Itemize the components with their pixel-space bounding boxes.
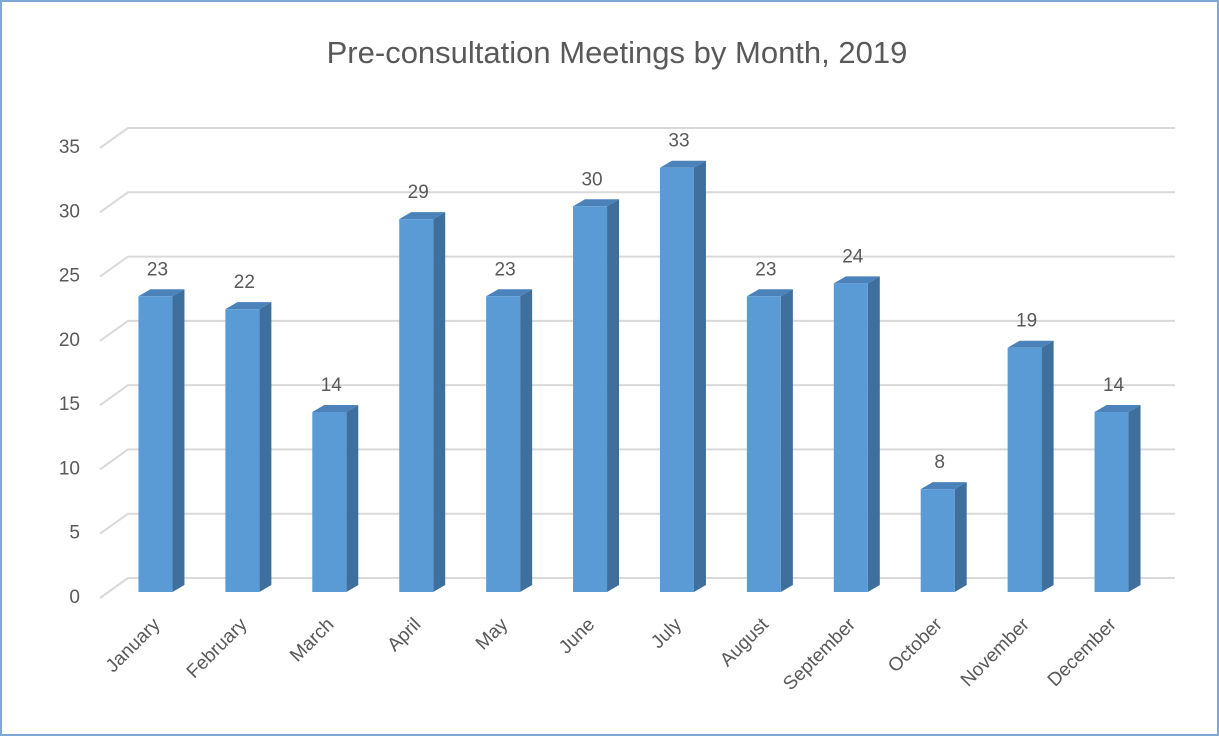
bar <box>486 289 533 592</box>
bar <box>1007 340 1054 592</box>
bar-top <box>659 160 706 168</box>
bar-side <box>780 289 793 592</box>
bar-side <box>607 199 620 593</box>
bar-top <box>573 199 620 207</box>
data-label: 23 <box>755 259 776 280</box>
bar-top <box>399 212 446 220</box>
data-label: 8 <box>934 452 945 473</box>
y-tick-label: 10 <box>59 458 80 479</box>
bar-front <box>225 309 260 592</box>
bar <box>138 289 185 592</box>
data-label: 14 <box>321 375 343 396</box>
bar-front <box>312 412 347 592</box>
bar <box>225 302 272 592</box>
bar-front <box>659 167 694 592</box>
bar <box>920 482 967 592</box>
y-tick-label: 30 <box>59 201 80 222</box>
grid-line <box>99 448 1175 471</box>
bar-top <box>1094 405 1141 412</box>
data-label: 24 <box>842 246 864 267</box>
y-tick-label: 5 <box>69 523 80 544</box>
bar <box>659 160 706 592</box>
data-label: 30 <box>581 169 602 190</box>
chart-title: Pre-consultation Meetings by Month, 2019 <box>327 35 908 70</box>
bar-side <box>433 212 446 592</box>
bar-top <box>138 289 185 297</box>
bar-front <box>833 283 868 592</box>
y-tick-label: 20 <box>59 330 80 351</box>
bar-top <box>225 302 272 310</box>
y-tick-label: 25 <box>59 266 80 287</box>
y-tick-label: 0 <box>69 587 80 608</box>
grid-line <box>99 577 1175 599</box>
bar-front <box>486 296 521 592</box>
bar <box>833 276 880 592</box>
bar-side <box>954 482 967 592</box>
bar-side <box>1128 405 1141 592</box>
grid-line <box>99 319 1175 342</box>
bar-top <box>486 289 533 297</box>
bar-front <box>1007 347 1042 592</box>
bar-front <box>573 206 608 593</box>
grid-line <box>99 191 1175 214</box>
bar-front <box>399 219 434 592</box>
data-label: 23 <box>147 259 168 280</box>
bar-top <box>1007 340 1054 348</box>
data-label: 19 <box>1016 311 1037 332</box>
grid-line <box>99 384 1175 406</box>
data-label: 33 <box>668 131 689 152</box>
data-label: 23 <box>495 259 516 280</box>
bar <box>573 199 620 593</box>
data-label: 14 <box>1103 375 1125 396</box>
bar-side <box>172 289 185 592</box>
grid-line <box>99 255 1175 278</box>
data-label: 22 <box>234 272 255 293</box>
y-tick-label: 35 <box>59 137 80 158</box>
bar-front <box>138 296 173 592</box>
bar-front <box>920 489 955 592</box>
grid-line <box>99 512 1175 535</box>
bar-side <box>867 276 880 592</box>
bar-front <box>746 296 781 592</box>
grid-line <box>99 127 1175 149</box>
bar-side <box>259 302 272 592</box>
bar-top <box>312 405 359 412</box>
bar-side <box>520 289 533 592</box>
bar-side <box>346 405 359 592</box>
bar-side <box>1041 340 1054 592</box>
bar-front <box>1094 412 1129 592</box>
bar <box>1094 405 1141 592</box>
data-label: 29 <box>408 182 429 203</box>
bar <box>312 405 359 592</box>
bar-top <box>746 289 793 297</box>
bar-top <box>920 482 967 490</box>
bar-side <box>693 160 706 592</box>
bar <box>746 289 793 592</box>
y-tick-label: 15 <box>59 394 80 415</box>
bar-top <box>833 276 880 284</box>
bar <box>399 212 446 592</box>
